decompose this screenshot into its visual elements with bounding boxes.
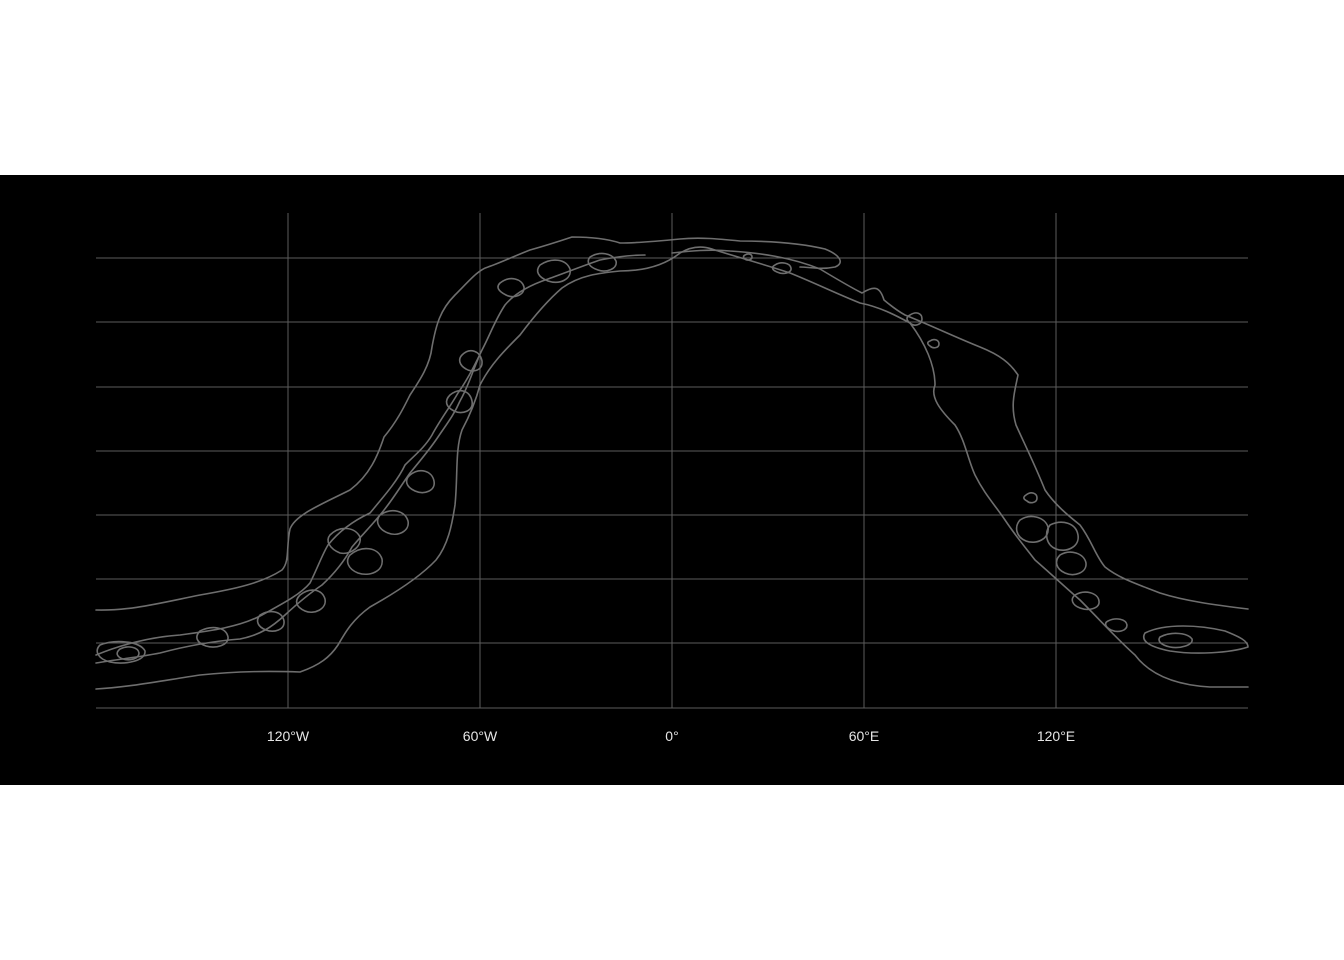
contour-closed bbox=[1023, 492, 1038, 504]
contour-closed bbox=[771, 262, 792, 275]
contour-lower-west-band bbox=[95, 358, 479, 664]
contour-closed bbox=[906, 312, 923, 326]
lon-label: 60°W bbox=[463, 728, 498, 744]
contour-outer-north-east bbox=[671, 249, 1249, 610]
longitude-gridlines bbox=[287, 213, 1057, 708]
contour-closed bbox=[458, 349, 483, 372]
contour-closed bbox=[405, 469, 435, 494]
contour-closed bbox=[587, 252, 617, 272]
contour-lines bbox=[95, 236, 1249, 690]
lon-label: 120°E bbox=[1037, 728, 1075, 744]
contour-closed bbox=[327, 527, 361, 555]
contour-closed bbox=[295, 589, 326, 614]
contour-closed bbox=[1045, 521, 1079, 551]
longitude-labels: 120°W 60°W 0° 60°E 120°E bbox=[267, 728, 1075, 744]
contour-map: 120°W 60°W 0° 60°E 120°E bbox=[95, 213, 1249, 744]
contour-mid-west-band bbox=[95, 254, 646, 656]
contour-closed bbox=[376, 509, 409, 536]
lon-label: 60°E bbox=[849, 728, 880, 744]
contour-closed bbox=[1015, 515, 1049, 543]
contour-closed bbox=[1055, 551, 1087, 576]
contour-closed bbox=[256, 610, 285, 632]
contour-closed bbox=[116, 646, 140, 661]
contour-inner-east-west-band bbox=[95, 246, 1249, 690]
contour-closed bbox=[445, 389, 473, 414]
contour-closed bbox=[1104, 618, 1128, 633]
contour-closed bbox=[346, 547, 383, 575]
map-panel: 120°W 60°W 0° 60°E 120°E bbox=[0, 175, 1344, 785]
contour-closed bbox=[926, 338, 940, 349]
contour-closed bbox=[196, 626, 229, 648]
lon-label: 0° bbox=[665, 728, 678, 744]
contour-closed bbox=[1143, 625, 1249, 654]
contour-closed bbox=[536, 259, 571, 284]
contour-closed bbox=[497, 277, 525, 298]
contour-closed bbox=[1158, 632, 1193, 649]
contour-outer-west-upper bbox=[95, 236, 841, 611]
contour-closed bbox=[96, 640, 146, 664]
contour-closed bbox=[1071, 591, 1100, 611]
contour-closed bbox=[742, 253, 753, 261]
lon-label: 120°W bbox=[267, 728, 310, 744]
